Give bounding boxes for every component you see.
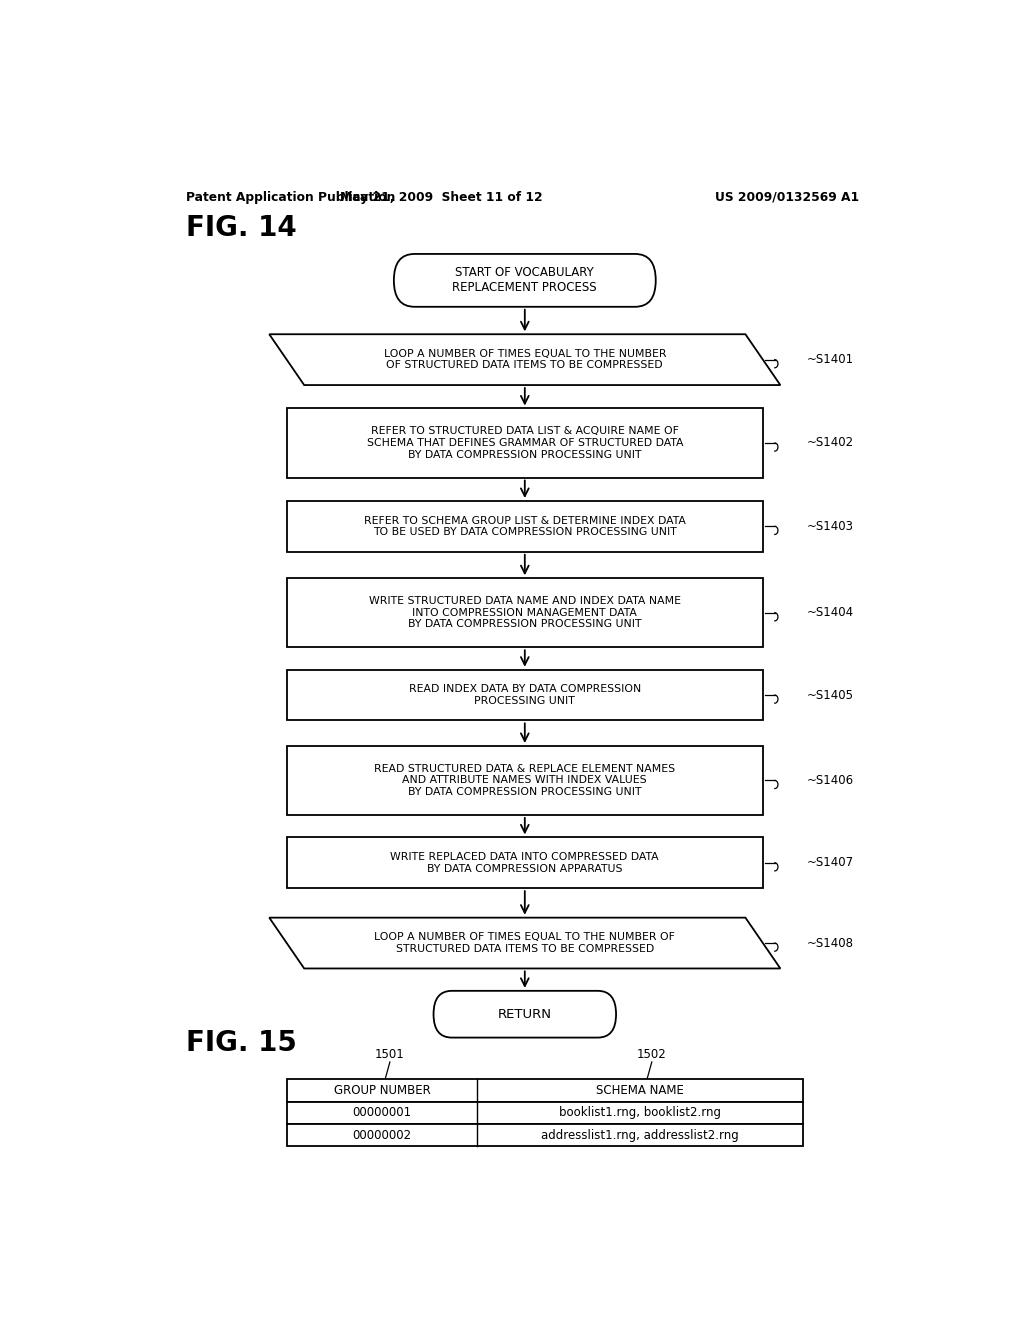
Text: READ STRUCTURED DATA & REPLACE ELEMENT NAMES
AND ATTRIBUTE NAMES WITH INDEX VALU: READ STRUCTURED DATA & REPLACE ELEMENT N…: [374, 764, 676, 797]
FancyBboxPatch shape: [287, 1080, 803, 1102]
Text: REFER TO SCHEMA GROUP LIST & DETERMINE INDEX DATA
TO BE USED BY DATA COMPRESSION: REFER TO SCHEMA GROUP LIST & DETERMINE I…: [364, 516, 686, 537]
Text: READ INDEX DATA BY DATA COMPRESSION
PROCESSING UNIT: READ INDEX DATA BY DATA COMPRESSION PROC…: [409, 684, 641, 706]
Text: ~S1408: ~S1408: [807, 937, 854, 949]
FancyBboxPatch shape: [287, 500, 763, 552]
FancyBboxPatch shape: [287, 837, 763, 888]
Text: GROUP NUMBER: GROUP NUMBER: [334, 1084, 430, 1097]
Text: Patent Application Publication: Patent Application Publication: [186, 190, 395, 203]
Text: WRITE REPLACED DATA INTO COMPRESSED DATA
BY DATA COMPRESSION APPARATUS: WRITE REPLACED DATA INTO COMPRESSED DATA…: [390, 851, 659, 874]
Text: ~S1403: ~S1403: [807, 520, 854, 533]
Text: 1501: 1501: [375, 1048, 404, 1061]
Polygon shape: [269, 917, 780, 969]
Text: booklist1.rng, booklist2.rng: booklist1.rng, booklist2.rng: [559, 1106, 721, 1119]
Text: REFER TO STRUCTURED DATA LIST & ACQUIRE NAME OF
SCHEMA THAT DEFINES GRAMMAR OF S: REFER TO STRUCTURED DATA LIST & ACQUIRE …: [367, 426, 683, 459]
FancyBboxPatch shape: [287, 408, 763, 478]
Text: LOOP A NUMBER OF TIMES EQUAL TO THE NUMBER OF
STRUCTURED DATA ITEMS TO BE COMPRE: LOOP A NUMBER OF TIMES EQUAL TO THE NUMB…: [375, 932, 675, 954]
FancyBboxPatch shape: [394, 253, 655, 306]
FancyBboxPatch shape: [287, 669, 763, 721]
Text: FIG. 15: FIG. 15: [186, 1028, 297, 1057]
Text: ~S1404: ~S1404: [807, 606, 854, 619]
Text: RETURN: RETURN: [498, 1007, 552, 1020]
Text: FIG. 14: FIG. 14: [186, 214, 297, 242]
Text: START OF VOCABULARY
REPLACEMENT PROCESS: START OF VOCABULARY REPLACEMENT PROCESS: [453, 267, 597, 294]
Text: 1502: 1502: [637, 1048, 667, 1061]
Text: LOOP A NUMBER OF TIMES EQUAL TO THE NUMBER
OF STRUCTURED DATA ITEMS TO BE COMPRE: LOOP A NUMBER OF TIMES EQUAL TO THE NUMB…: [384, 348, 666, 371]
Text: May 21, 2009  Sheet 11 of 12: May 21, 2009 Sheet 11 of 12: [340, 190, 543, 203]
FancyBboxPatch shape: [287, 746, 763, 814]
Text: SCHEMA NAME: SCHEMA NAME: [596, 1084, 684, 1097]
Text: ~S1401: ~S1401: [807, 354, 854, 366]
Text: 00000001: 00000001: [352, 1106, 412, 1119]
FancyBboxPatch shape: [433, 991, 616, 1038]
Text: US 2009/0132569 A1: US 2009/0132569 A1: [715, 190, 859, 203]
Text: ~S1407: ~S1407: [807, 857, 854, 870]
Text: addresslist1.rng, addresslist2.rng: addresslist1.rng, addresslist2.rng: [541, 1129, 738, 1142]
Text: 00000002: 00000002: [352, 1129, 412, 1142]
Text: ~S1405: ~S1405: [807, 689, 854, 701]
Text: ~S1402: ~S1402: [807, 437, 854, 450]
Polygon shape: [269, 334, 780, 385]
Text: ~S1406: ~S1406: [807, 774, 854, 787]
Text: WRITE STRUCTURED DATA NAME AND INDEX DATA NAME
INTO COMPRESSION MANAGEMENT DATA
: WRITE STRUCTURED DATA NAME AND INDEX DAT…: [369, 597, 681, 630]
FancyBboxPatch shape: [287, 1125, 803, 1146]
FancyBboxPatch shape: [287, 578, 763, 647]
FancyBboxPatch shape: [287, 1102, 803, 1125]
